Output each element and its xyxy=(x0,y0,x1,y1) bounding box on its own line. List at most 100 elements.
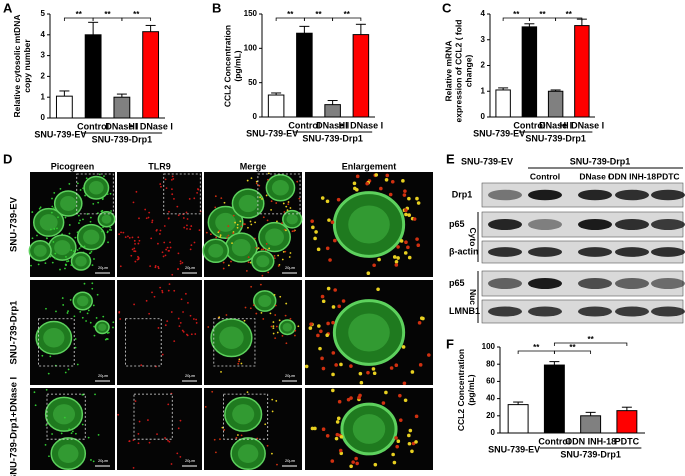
speckle xyxy=(34,404,37,407)
error-bar xyxy=(621,406,632,411)
speckle xyxy=(250,223,253,226)
speckle xyxy=(79,219,81,222)
speckle xyxy=(82,218,84,221)
speckle xyxy=(67,368,70,371)
speckle xyxy=(416,201,421,205)
speckle xyxy=(415,196,419,201)
speckle xyxy=(377,257,381,262)
significance-label: ** xyxy=(104,10,111,19)
speckle xyxy=(63,416,66,419)
speckle xyxy=(70,432,73,435)
speckle xyxy=(313,236,317,241)
zoom-box xyxy=(257,173,301,215)
speckle xyxy=(255,312,258,315)
error-bar xyxy=(59,90,70,97)
speckle xyxy=(109,228,111,231)
band xyxy=(528,306,562,317)
speckle xyxy=(326,286,331,291)
band xyxy=(528,278,562,289)
speckle xyxy=(247,261,250,264)
speckle xyxy=(267,172,270,175)
speckle xyxy=(133,247,136,250)
speckle xyxy=(171,193,174,196)
speckle xyxy=(276,463,278,466)
bar xyxy=(296,32,313,118)
speckle xyxy=(76,363,79,366)
speckle xyxy=(274,304,277,307)
speckle xyxy=(313,426,317,431)
speckle xyxy=(320,294,325,299)
speckle xyxy=(266,219,269,222)
speckle xyxy=(217,231,220,234)
speckle xyxy=(134,250,137,253)
speckle xyxy=(243,319,246,322)
speckle xyxy=(158,233,161,235)
speckle xyxy=(78,247,81,250)
speckle xyxy=(349,364,353,368)
significance-label: ** xyxy=(539,10,546,19)
x-tick-label: DNase I xyxy=(539,120,572,130)
error-bar xyxy=(145,24,156,32)
speckle xyxy=(394,436,398,440)
speckle xyxy=(31,211,34,213)
speckle xyxy=(151,221,154,224)
zoom-box xyxy=(125,318,162,367)
speckle xyxy=(249,220,252,223)
y-tick-label: 1 xyxy=(41,92,46,101)
speckle xyxy=(131,236,134,239)
speckle xyxy=(45,307,47,310)
speckle xyxy=(81,423,84,426)
x-tick-label: SNU-739-EV xyxy=(34,129,86,139)
y-tick-label: 4 xyxy=(41,30,46,39)
zoom-box xyxy=(163,173,201,215)
nucleus-core xyxy=(348,205,390,244)
speckle xyxy=(246,179,249,182)
speckle xyxy=(110,210,112,212)
speckle xyxy=(30,264,32,267)
nucleus-core xyxy=(219,326,244,349)
speckle xyxy=(336,197,341,202)
speckle xyxy=(134,400,137,403)
speckle xyxy=(270,325,273,328)
speckle xyxy=(236,226,239,229)
speckle xyxy=(270,208,272,211)
speckle xyxy=(128,440,131,442)
scale-bar-label: 20μm xyxy=(285,373,296,378)
speckle xyxy=(293,230,296,232)
speckle xyxy=(325,199,330,204)
band xyxy=(578,247,612,257)
bar xyxy=(84,34,102,119)
row-label: p65 xyxy=(449,219,465,229)
speckle xyxy=(266,444,269,447)
speckle xyxy=(195,318,198,321)
speckle xyxy=(167,439,169,442)
speckle xyxy=(60,432,63,435)
speckle xyxy=(330,459,335,463)
speckle xyxy=(182,311,184,313)
speckle xyxy=(267,178,269,181)
speckle xyxy=(137,242,140,245)
speckle xyxy=(250,285,253,288)
speckle xyxy=(389,366,394,370)
speckle xyxy=(178,325,181,328)
speckle xyxy=(91,282,94,285)
y-tick-label: 100 xyxy=(244,43,258,52)
nucleus-core xyxy=(75,256,87,267)
speckle xyxy=(366,271,371,275)
bar xyxy=(324,104,341,118)
speckle xyxy=(227,234,230,237)
speckle xyxy=(255,180,258,183)
speckle xyxy=(109,192,112,195)
speckle xyxy=(331,305,336,309)
nucleus-core xyxy=(101,214,112,224)
x-tick-label: SNU-739-EV xyxy=(246,128,298,138)
speckle xyxy=(147,419,149,421)
nucleus-core xyxy=(286,214,298,225)
speckle xyxy=(247,226,249,229)
speckle xyxy=(204,405,207,408)
speckle xyxy=(417,321,422,325)
speckle xyxy=(336,416,341,421)
band xyxy=(651,278,685,289)
speckle xyxy=(287,203,290,206)
y-tick-label: 0 xyxy=(491,428,496,437)
